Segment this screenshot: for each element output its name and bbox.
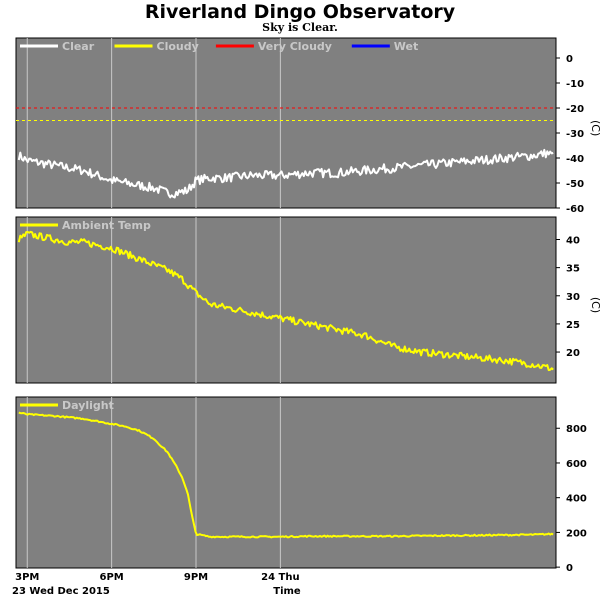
legend-label: Cloudy xyxy=(157,40,199,53)
y-tick-label: -40 xyxy=(566,154,584,165)
chart-subtitle: Sky is Clear. xyxy=(262,21,338,34)
y-tick-label: 0 xyxy=(566,54,573,65)
legend-label: Wet xyxy=(394,40,418,53)
series-line-clear xyxy=(17,148,554,199)
y-tick-label: -60 xyxy=(566,204,584,215)
y-tick-label: 800 xyxy=(566,424,587,435)
y-axis-unit: (C) xyxy=(589,297,600,313)
series-line-daylight xyxy=(18,411,554,539)
y-tick-label: 30 xyxy=(566,292,580,303)
x-tick-label: 3PM xyxy=(15,572,39,583)
x-tick-label: 24 Thu xyxy=(261,572,299,583)
series-line-ambient-temp xyxy=(17,230,554,372)
panel-daylight xyxy=(15,396,557,569)
legend-label: Ambient Temp xyxy=(62,219,151,232)
legend-label: Very Cloudy xyxy=(258,40,332,53)
y-tick-label: 25 xyxy=(566,320,580,331)
x-axis-date: 23 Wed Dec 2015 xyxy=(12,586,110,597)
legend-label: Daylight xyxy=(62,399,114,412)
y-axis-unit: (C) xyxy=(589,120,600,136)
y-tick-label: -20 xyxy=(566,104,584,115)
y-tick-label: 0 xyxy=(566,563,573,574)
y-tick-label: -30 xyxy=(566,129,584,140)
y-tick-label: 200 xyxy=(566,528,587,539)
x-axis-label: Time xyxy=(273,586,301,597)
chart-title: Riverland Dingo Observatory xyxy=(144,1,456,23)
panel-sky-temperature xyxy=(15,37,557,209)
legend-label: Clear xyxy=(62,40,95,53)
y-tick-label: 20 xyxy=(566,348,580,359)
x-tick-label: 6PM xyxy=(100,572,124,583)
y-tick-label: 40 xyxy=(566,236,580,247)
y-tick-label: 400 xyxy=(566,494,587,505)
y-tick-label: -50 xyxy=(566,179,584,190)
x-tick-label: 9PM xyxy=(184,572,208,583)
y-tick-label: 35 xyxy=(566,264,580,275)
y-tick-label: 600 xyxy=(566,459,587,470)
y-tick-label: -10 xyxy=(566,79,584,90)
